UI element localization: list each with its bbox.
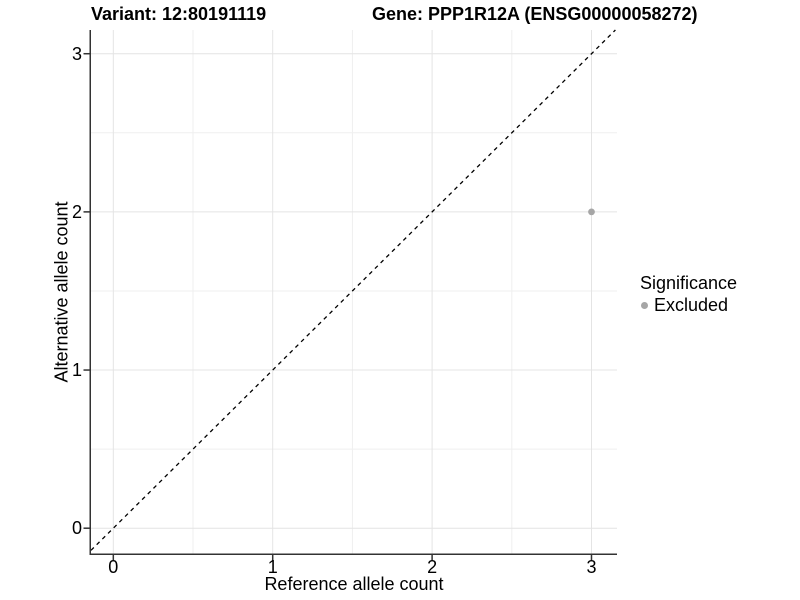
- legend: Significance Excluded: [640, 273, 737, 316]
- x-tick-label: 2: [427, 557, 438, 577]
- x-axis-title: Reference allele count: [264, 574, 444, 594]
- x-tick-label: 0: [108, 557, 119, 577]
- identity-reference-line: [90, 29, 616, 551]
- y-axis-title: Alternative allele count: [51, 201, 72, 383]
- legend-item-excluded: Excluded: [640, 295, 737, 316]
- y-tick-label: 1: [71, 360, 82, 381]
- x-tick-label: 1: [267, 557, 278, 577]
- legend-key-dot-icon: [641, 302, 648, 309]
- y-tick-label: 2: [71, 201, 82, 222]
- gene-title: Gene: PPP1R12A (ENSG00000058272): [372, 4, 698, 24]
- variant-title: Variant: 12:80191119: [91, 4, 267, 24]
- x-tick-label: 3: [586, 557, 597, 577]
- y-tick-label: 3: [71, 43, 82, 64]
- legend-item-label: Excluded: [654, 295, 729, 315]
- y-tick-label: 0: [71, 518, 82, 539]
- legend-title: Significance: [640, 273, 738, 293]
- data-point-excluded: [588, 208, 595, 216]
